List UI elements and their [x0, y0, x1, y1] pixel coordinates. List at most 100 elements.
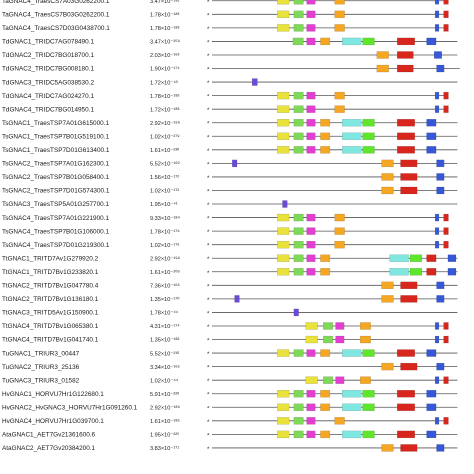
motif-box-blue	[436, 159, 445, 168]
motif-box-darkred	[400, 281, 418, 290]
motif-box-orange	[381, 159, 394, 168]
motif-box-darkred	[397, 403, 415, 411]
motif-box-lime	[409, 254, 423, 262]
motif-box-magenta	[306, 403, 316, 411]
motif-box-darkred	[400, 173, 418, 181]
motif-box-darkred	[400, 444, 418, 452]
sequence-row: TaGNAC4_TraesCS7A03G0262200.1 3.47×10⁻¹⁸²…	[2, 0, 449, 6]
motif-box-blue	[436, 444, 445, 452]
sequence-row: TsGNAC4_TraesTSP7D01G219300.1 1.02×10⁻¹⁷⁶…	[2, 240, 449, 250]
e-value: 1.90×10⁻¹⁷⁴	[150, 66, 180, 73]
motif-box-orange	[334, 240, 345, 249]
motif-box-orange	[334, 105, 345, 113]
motif-box-magenta	[306, 0, 316, 5]
motif-box-yellow	[277, 24, 290, 32]
motif-box-darkred	[400, 295, 418, 303]
sequence-row: HvGNAC2_HvGNAC3_HORVU7Hr1G091260.1 2.92×1…	[2, 403, 458, 412]
motif-box-green	[293, 390, 304, 398]
motif-box-blue	[436, 281, 445, 290]
motif-box-cyan	[342, 430, 362, 439]
motif-box-darkred	[400, 159, 418, 168]
significance-star: *	[207, 95, 210, 101]
significance-star: *	[207, 135, 210, 141]
sequence-row: TdGNAC4_TRIDC7BG014950.1 1.72×10⁻¹⁸³ *	[2, 105, 449, 114]
sequence-label: TuGNAC3_TRIUR3_01582	[2, 377, 80, 384]
motif-box-cyan	[342, 37, 362, 46]
motif-box-magenta	[306, 390, 316, 398]
significance-star: *	[207, 149, 210, 155]
significance-star: *	[207, 230, 210, 236]
significance-star: *	[207, 203, 210, 209]
sequence-row: TsGNAC1_TraesTSP7A01G615000.1 2.92×10⁻¹⁹⁹…	[2, 119, 458, 128]
motif-box-darkred	[443, 335, 449, 344]
motif-box-magenta	[306, 91, 316, 100]
motif-box-green	[293, 268, 304, 276]
motif-box-blue	[436, 186, 445, 195]
motif-box-green	[293, 105, 304, 113]
motif-box-blue	[426, 37, 437, 46]
e-value: 1.78×10⁻¹⁸³	[150, 25, 180, 32]
motif-box-blue	[426, 146, 437, 154]
motif-box-orange	[334, 0, 345, 5]
sequence-label: TsGNAC4_TraesTSP7D01G219300.1	[2, 242, 110, 249]
motif-box-green	[293, 10, 304, 19]
motif-box-darkred	[397, 430, 415, 439]
motif-box-orange	[334, 10, 345, 19]
motif-box-orange	[320, 132, 331, 140]
significance-star: *	[207, 40, 210, 46]
motif-box-magenta	[306, 10, 316, 19]
motif-box-blue	[436, 295, 445, 303]
motif-box-blue	[434, 335, 440, 344]
motif-box-yellow	[277, 119, 290, 127]
motif-box-darkred	[443, 417, 449, 425]
motif-box-orange	[320, 403, 331, 411]
motif-box-yellow	[277, 403, 290, 411]
motif-box-purple	[232, 159, 238, 168]
sequence-label: TsGNAC1_TraesTSP7A01G615000.1	[2, 120, 109, 127]
e-value: 1.35×10⁻¹⁸²	[150, 337, 180, 344]
significance-star: *	[207, 13, 210, 19]
motif-box-blue	[436, 362, 445, 371]
motif-box-darkred	[397, 37, 415, 46]
motif-box-magenta	[306, 227, 316, 235]
sequence-row: HvGNAC1_HORVU7Hr1G122680.1 5.91×10⁻²²⁰ *	[2, 390, 458, 399]
sequence-label: TdGNAC4_TRIDC7AG024270.1	[2, 93, 94, 100]
sequence-label: TaGNAC4_TraesCS7D03G0438700.1	[2, 25, 110, 32]
motif-box-magenta	[335, 322, 345, 330]
motif-box-green	[323, 335, 333, 344]
motif-box-orange	[360, 335, 371, 344]
motif-box-green	[293, 24, 304, 32]
motif-box-darkred	[397, 349, 415, 357]
motif-box-blue	[436, 173, 445, 181]
sequence-row: TsGNAC3_TraesTSP5A01G257700.1 1.95×10⁻⁴¹ *	[2, 200, 458, 209]
motif-box-yellow	[277, 146, 290, 154]
sequence-label: TdGNAC2_TRIDC7BG008180.1	[2, 66, 94, 73]
significance-star: *	[207, 217, 210, 223]
significance-star: *	[207, 393, 210, 399]
motif-box-blue	[447, 268, 457, 276]
motif-box-yellow	[277, 390, 290, 398]
significance-star: *	[207, 406, 210, 412]
motif-box-orange	[360, 376, 371, 384]
motif-box-orange	[320, 146, 331, 154]
motif-box-yellow	[277, 254, 290, 262]
motif-box-green	[293, 119, 304, 127]
sequence-label: TdGNAC4_TRIDC7BG014950.1	[2, 106, 94, 113]
motif-box-lime	[362, 403, 375, 411]
motif-box-orange	[334, 91, 345, 100]
motif-box-magenta	[306, 417, 316, 425]
motif-box-darkred	[443, 240, 449, 249]
motif-box-orange	[381, 444, 394, 452]
sequence-label: TsGNAC4_TraesTSP7A01G221900.1	[2, 215, 109, 222]
sequence-row: TtGNAC4_TRITD7Bv1G065380.1 4.31×10⁻¹⁷⁴ *	[2, 322, 449, 331]
motif-box-purple	[234, 295, 240, 303]
motif-box-magenta	[306, 430, 316, 439]
e-value: 1.61×10⁻²⁰⁹	[150, 269, 180, 276]
motif-box-yellow	[277, 227, 290, 235]
sequence-label: TtGNAC1_TRITD7Av1G279920.2	[2, 255, 99, 262]
motif-box-blue	[426, 430, 437, 439]
motif-box-blue	[426, 349, 437, 357]
motif-box-darkred	[443, 213, 449, 222]
motif-box-orange	[334, 213, 345, 222]
significance-star: *	[207, 379, 210, 385]
